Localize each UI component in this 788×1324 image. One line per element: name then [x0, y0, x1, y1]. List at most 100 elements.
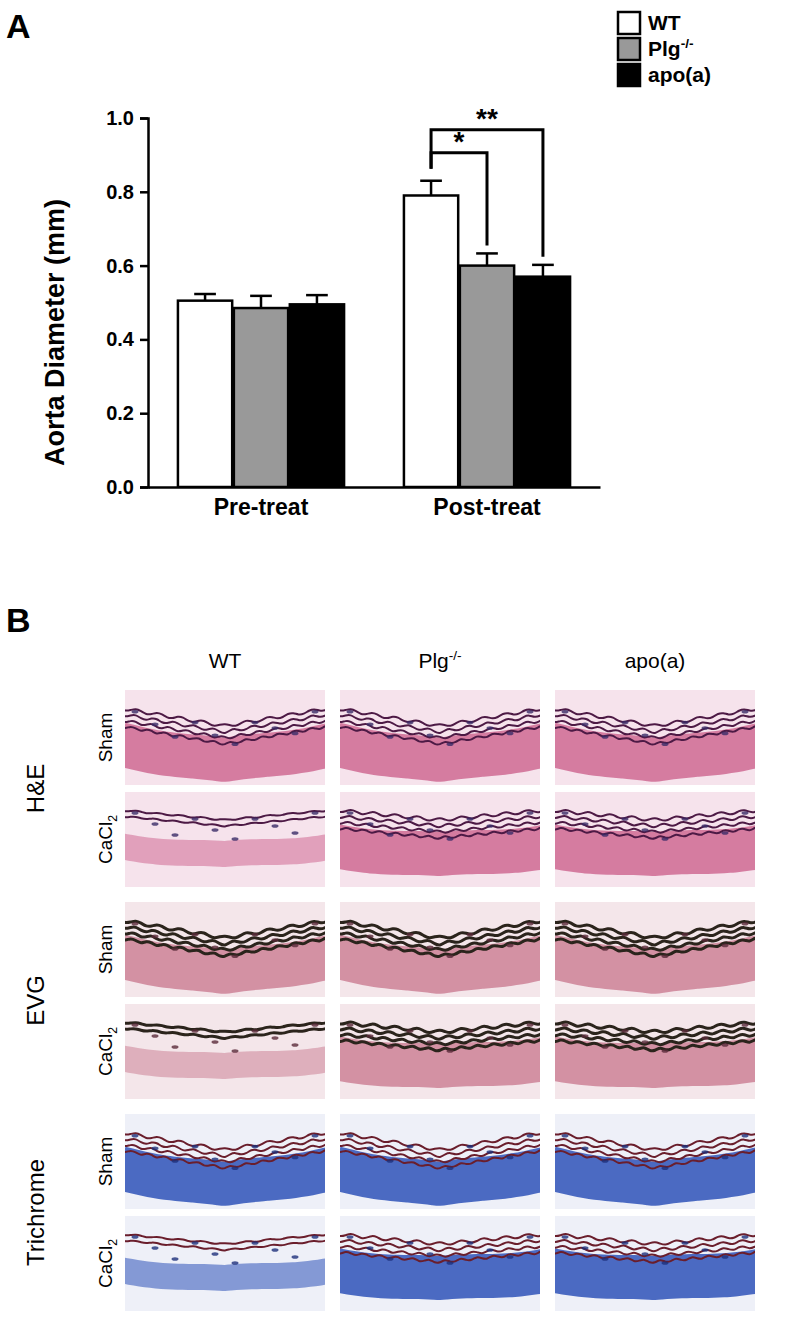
y-tick-mark: [140, 339, 148, 342]
nucleus: [487, 1036, 494, 1040]
nucleus: [272, 938, 279, 942]
panel-label: B: [6, 601, 31, 639]
nucleus: [212, 945, 219, 949]
elastic-lamina: [125, 712, 325, 733]
adventitia: [125, 1058, 325, 1066]
nucleus: [702, 1248, 709, 1252]
nucleus: [682, 721, 689, 725]
nucleus: [662, 1261, 669, 1265]
nucleus: [347, 811, 354, 815]
elastic-lamina: [340, 1136, 540, 1157]
nucleus: [427, 733, 434, 737]
nucleus: [447, 1261, 454, 1265]
adventitia: [125, 846, 325, 854]
nucleus: [132, 811, 139, 815]
elastic-lamina: [340, 707, 540, 726]
nucleus: [312, 710, 319, 714]
elastic-lamina: [555, 1039, 755, 1051]
adventitia: [555, 1270, 755, 1278]
nucleus: [622, 817, 629, 821]
histology-image: [555, 902, 755, 997]
nucleus: [132, 1023, 139, 1027]
nucleus: [252, 1145, 259, 1149]
nucleus: [722, 1156, 729, 1160]
nucleus: [132, 710, 139, 714]
nucleus: [742, 1235, 749, 1239]
nucleus: [527, 1235, 534, 1239]
adventitia: [555, 956, 755, 972]
plot-area: [178, 181, 570, 487]
nucleus: [387, 947, 394, 951]
elastic-lamina: [125, 919, 325, 938]
nucleus: [427, 1252, 434, 1256]
nucleus: [232, 1166, 239, 1170]
nucleus: [192, 721, 199, 725]
adventitia: [555, 744, 755, 760]
x-tick: Pre-treat: [214, 494, 309, 520]
elastic-lamina: [125, 1027, 325, 1038]
elastic-lamina: [340, 712, 540, 733]
nucleus: [562, 1235, 569, 1239]
y-axis-line: [140, 119, 149, 488]
elastic-lamina: [125, 725, 325, 745]
error-bar: [420, 181, 442, 196]
elastic-lamina: [555, 718, 755, 738]
error-bar-cap: [420, 179, 442, 182]
elastic-lamina: [125, 707, 325, 726]
histology-image: [125, 690, 325, 785]
legend-item: WT: [618, 11, 681, 34]
adventitia: [340, 744, 540, 760]
elastic-lamina: [555, 712, 755, 733]
nucleus: [642, 733, 649, 737]
elastic-lamina: [555, 1149, 755, 1169]
y-tick: 0.4: [106, 328, 148, 350]
nucleus: [602, 947, 609, 951]
y-tick-mark: [140, 412, 148, 415]
nucleus: [407, 1241, 414, 1245]
nucleus: [427, 828, 434, 832]
nucleus: [152, 1246, 159, 1250]
significance-bracket: *: [431, 126, 487, 246]
nucleus: [622, 933, 629, 937]
nucleus: [132, 1235, 139, 1239]
error-bar: [306, 295, 328, 304]
nucleus: [447, 954, 454, 958]
nucleus: [172, 735, 179, 739]
nucleus: [427, 1040, 434, 1044]
nucleus: [527, 710, 534, 714]
adventitia: [340, 1058, 540, 1066]
error-bar: [476, 253, 498, 265]
y-tick: 0.0: [106, 476, 148, 498]
nucleus: [367, 1034, 374, 1038]
elastic-lamina: [125, 1131, 325, 1150]
stain-label: EVG: [22, 975, 49, 1026]
elastic-lamina: [555, 919, 755, 938]
nucleus: [722, 944, 729, 948]
nucleus: [507, 831, 514, 835]
nucleus: [507, 732, 514, 736]
column-header: Plg-/-: [418, 648, 461, 672]
nucleus: [642, 1252, 649, 1256]
nucleus: [682, 933, 689, 937]
x-axis: Pre-treatPost-treat: [149, 488, 601, 521]
error-bar-cap: [194, 293, 216, 296]
nucleus: [602, 735, 609, 739]
nucleus: [662, 837, 669, 841]
histology-image: [125, 1114, 325, 1209]
nucleus: [272, 824, 279, 828]
column-header: apo(a): [625, 649, 686, 672]
y-tick-label: 1.0: [106, 107, 134, 129]
elastic-lamina: [555, 827, 755, 839]
elastic-lamina: [340, 930, 540, 950]
panel-label: A: [6, 7, 31, 45]
legend-swatch: [618, 12, 640, 34]
nucleus: [562, 1134, 569, 1138]
nucleus: [527, 1023, 534, 1027]
nucleus: [387, 1045, 394, 1049]
nucleus: [427, 945, 434, 949]
nucleus: [312, 811, 319, 815]
elastic-lamina: [125, 937, 325, 957]
nucleus: [622, 721, 629, 725]
nucleus: [507, 1156, 514, 1160]
nucleus: [702, 824, 709, 828]
